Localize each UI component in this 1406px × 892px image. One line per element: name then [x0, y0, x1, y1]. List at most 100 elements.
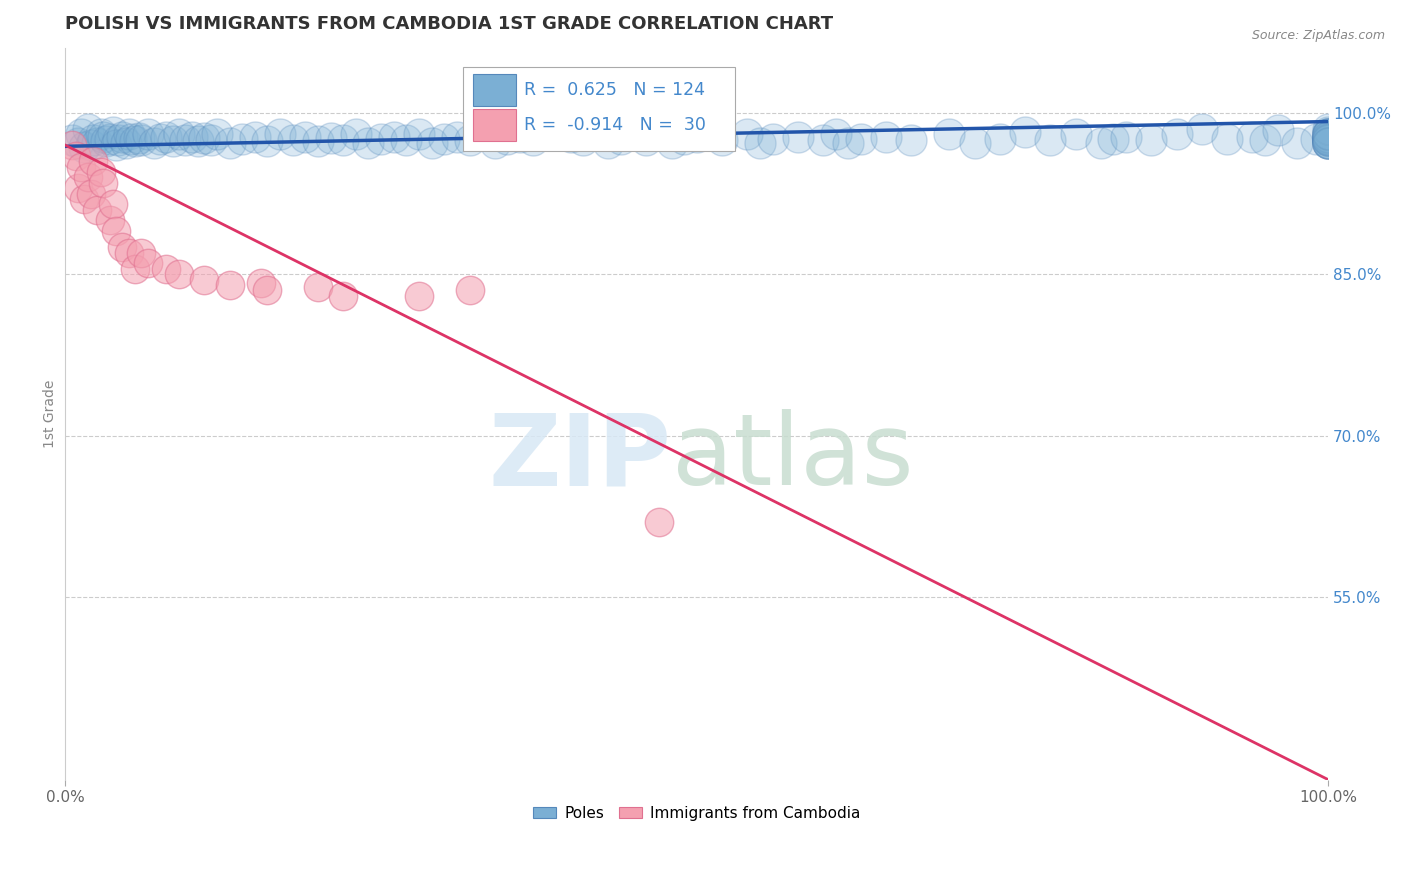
Point	[357, 136, 380, 150]
Point	[598, 136, 620, 150]
Point	[205, 128, 228, 142]
Text: POLISH VS IMMIGRANTS FROM CAMBODIA 1ST GRADE CORRELATION CHART: POLISH VS IMMIGRANTS FROM CAMBODIA 1ST G…	[66, 15, 834, 33]
Point	[458, 133, 481, 147]
Point	[1166, 128, 1188, 142]
Point	[91, 129, 114, 144]
Point	[256, 134, 278, 148]
Point	[82, 154, 104, 169]
Point	[1254, 133, 1277, 147]
Point	[73, 192, 96, 206]
Point	[1191, 122, 1213, 136]
Point	[104, 138, 127, 153]
Point	[433, 132, 456, 146]
Text: ZIP: ZIP	[489, 409, 672, 507]
Point	[120, 132, 142, 146]
Point	[73, 140, 96, 154]
Point	[1317, 129, 1340, 144]
Point	[193, 272, 215, 286]
Text: R =  -0.914   N =  30: R = -0.914 N = 30	[524, 116, 706, 134]
Point	[193, 130, 215, 145]
Point	[509, 129, 531, 144]
Point	[1317, 133, 1340, 147]
Point	[1317, 133, 1340, 147]
Point	[585, 128, 607, 142]
Point	[661, 136, 683, 150]
FancyBboxPatch shape	[463, 67, 735, 151]
Point	[307, 134, 329, 148]
Point	[90, 165, 112, 179]
Point	[1241, 129, 1264, 144]
Point	[107, 133, 129, 147]
Point	[243, 129, 266, 144]
Point	[200, 133, 222, 147]
Point	[370, 132, 392, 146]
Point	[1317, 122, 1340, 136]
Point	[174, 133, 197, 147]
Point	[496, 132, 519, 146]
Point	[610, 132, 633, 146]
Point	[60, 138, 83, 153]
Point	[256, 284, 278, 298]
Point	[1317, 133, 1340, 147]
Point	[149, 132, 172, 146]
Point	[77, 122, 100, 136]
Point	[711, 133, 734, 147]
Point	[69, 160, 91, 174]
Point	[1317, 136, 1340, 150]
Point	[1115, 129, 1137, 144]
Point	[1317, 128, 1340, 142]
Point	[1317, 128, 1340, 142]
Point	[167, 128, 190, 142]
Point	[162, 134, 184, 148]
Point	[686, 129, 709, 144]
Point	[180, 129, 202, 144]
Point	[623, 125, 645, 139]
Point	[129, 133, 152, 147]
Point	[98, 213, 121, 227]
Point	[129, 245, 152, 260]
Point	[673, 132, 696, 146]
Point	[408, 289, 430, 303]
Point	[560, 129, 582, 144]
Point	[94, 134, 117, 148]
Point	[80, 138, 103, 153]
Point	[849, 132, 872, 146]
Text: atlas: atlas	[672, 409, 912, 507]
Point	[111, 240, 134, 254]
Point	[1317, 132, 1340, 146]
Point	[80, 186, 103, 201]
Point	[648, 128, 671, 142]
Point	[187, 134, 209, 148]
Point	[395, 133, 418, 147]
Point	[1090, 136, 1112, 150]
Point	[136, 256, 159, 270]
Point	[824, 128, 846, 142]
Point	[636, 133, 658, 147]
Point	[471, 128, 494, 142]
Point	[811, 133, 834, 147]
Point	[761, 132, 783, 146]
Point	[1317, 125, 1340, 139]
Point	[86, 202, 108, 217]
Point	[65, 149, 87, 163]
Point	[124, 261, 146, 276]
Point	[1102, 132, 1125, 146]
Point	[115, 136, 138, 150]
Point	[1317, 129, 1340, 144]
Point	[128, 130, 150, 145]
Point	[1317, 128, 1340, 142]
Point	[69, 128, 91, 142]
Point	[307, 280, 329, 294]
Point	[103, 197, 125, 211]
Point	[572, 133, 595, 147]
Point	[1317, 132, 1340, 146]
FancyBboxPatch shape	[474, 74, 516, 106]
Point	[1305, 132, 1327, 146]
Point	[900, 133, 922, 147]
Point	[90, 128, 112, 142]
Point	[281, 133, 304, 147]
Point	[117, 128, 139, 142]
Point	[420, 136, 443, 150]
Point	[294, 129, 316, 144]
Point	[124, 134, 146, 148]
